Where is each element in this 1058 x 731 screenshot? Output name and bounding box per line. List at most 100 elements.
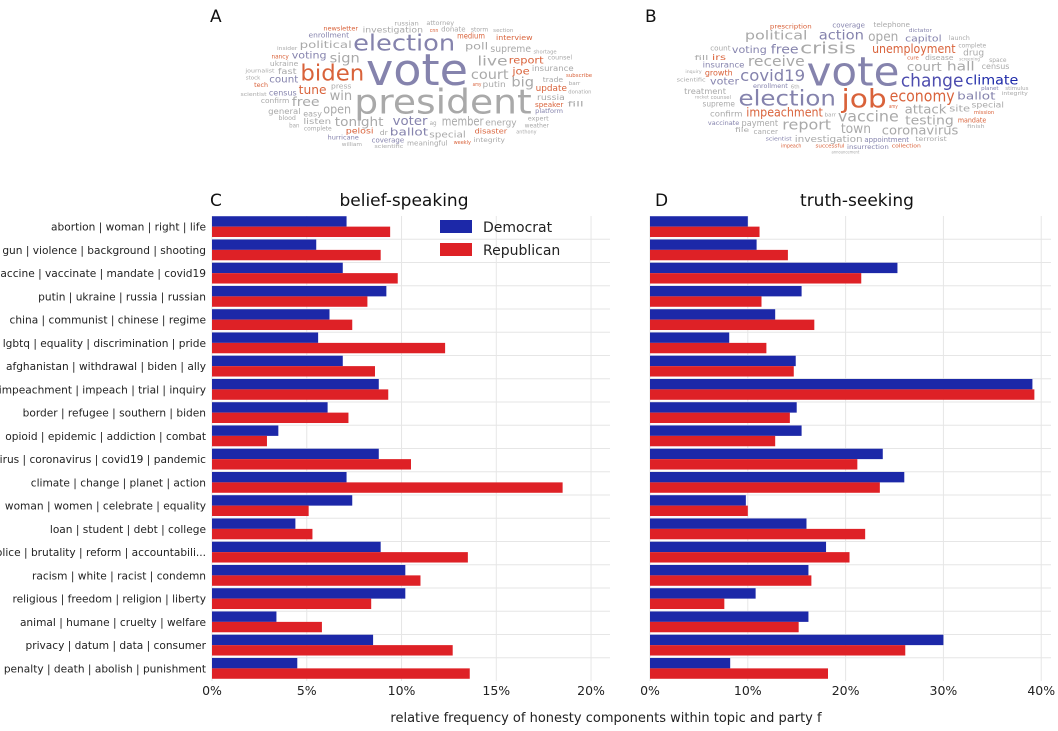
- wordcloud-word: scientist: [240, 92, 266, 98]
- wordcloud-word: coverage: [372, 136, 405, 144]
- wordcloud-word: special: [429, 131, 466, 141]
- x-tick-label: 10%: [388, 683, 416, 698]
- wordcloud-word: coronavirus: [882, 124, 959, 138]
- bar-democrat: [650, 657, 731, 669]
- bar-democrat: [212, 611, 277, 622]
- wordcloud-word: integrity: [474, 137, 506, 144]
- wordcloud-word: cnn: [430, 28, 439, 34]
- x-tick-label: 20%: [577, 683, 605, 698]
- wordcloud-word: russia: [537, 93, 565, 102]
- wordcloud-word: investigation: [795, 135, 863, 145]
- wordcloud-word: putin: [483, 80, 506, 89]
- wordcloud-word: vaccinate: [708, 120, 740, 127]
- bar-republican: [212, 366, 375, 377]
- bar-republican: [212, 296, 368, 307]
- bar-republican: [650, 273, 862, 284]
- wordcloud-word: announcement: [832, 150, 860, 155]
- bar-republican: [650, 459, 858, 470]
- bar-democrat: [650, 402, 797, 413]
- category-label: vaccine | vaccinate | mandate | covid19: [0, 268, 206, 280]
- bar-democrat: [650, 564, 809, 576]
- bar-republican: [212, 319, 353, 331]
- bar-democrat: [212, 588, 406, 599]
- wordcloud-word: screening: [959, 56, 980, 61]
- wordcloud-word: sign: [330, 51, 360, 66]
- wordcloud-word: impeach: [781, 144, 801, 150]
- wordcloud-word: voting: [732, 45, 767, 56]
- wordcloud-word: meaningful: [407, 140, 448, 148]
- wordcloud-word: joe: [511, 66, 530, 77]
- bar-republican: [212, 598, 372, 610]
- wordcloud-word: win: [330, 89, 353, 104]
- wordcloud-word: stimulus: [1005, 86, 1029, 92]
- wordcloud-word: treatment: [684, 87, 726, 96]
- wordcloud-word: anthony: [516, 129, 536, 135]
- wordcloud-word: tonight: [335, 115, 384, 129]
- category-label: privacy | datum | data | consumer: [25, 640, 206, 652]
- wordcloud-word: payment: [742, 119, 779, 129]
- wordcloud-word: ballot: [957, 89, 996, 102]
- category-label: loan | student | debt | college: [50, 524, 206, 536]
- wordcloud-word: fast: [278, 67, 297, 76]
- wordcloud-word: hurricane: [328, 134, 360, 141]
- wordcloud-word: voter: [710, 77, 740, 88]
- wordcloud-word: special: [971, 100, 1004, 109]
- category-label: virus | coronavirus | covid19 | pandemic: [0, 454, 206, 466]
- wordcloud-word: biden: [300, 62, 364, 87]
- wordcloud-word: inquiry: [685, 69, 702, 74]
- wordcloud-word: insurance: [703, 61, 745, 70]
- wordcloud-word: disease: [925, 54, 953, 62]
- bar-democrat: [212, 657, 298, 669]
- bar-democrat: [650, 262, 898, 274]
- wordcloud-word: complete: [304, 125, 332, 132]
- bar-democrat: [650, 518, 807, 529]
- bar-democrat: [212, 402, 328, 413]
- x-tick-label: 20%: [832, 683, 860, 698]
- wordcloud-word: prescription: [770, 24, 812, 31]
- wordcloud-word: vote: [807, 49, 900, 95]
- x-axis-label: relative frequency of honesty components…: [390, 711, 822, 726]
- legend-swatch-republican: [440, 243, 472, 256]
- wordcloud-word: finish: [967, 124, 984, 130]
- wordcloud-word: terrorist: [915, 136, 947, 143]
- bar-republican: [212, 249, 381, 261]
- wordcloud-word: ukraine: [270, 60, 298, 68]
- bar-republican: [212, 645, 453, 656]
- wordcloud-word: voting: [292, 50, 327, 61]
- bar-democrat: [212, 309, 330, 320]
- wordcloud-word: capitol: [905, 34, 942, 44]
- bar-democrat: [212, 425, 279, 436]
- bar-republican: [650, 412, 790, 424]
- wordcloud-word: election: [353, 32, 455, 57]
- wordcloud-word: insurance: [532, 64, 574, 73]
- bar-republican: [650, 621, 799, 633]
- wordcloud-word: testing: [905, 113, 954, 127]
- bar-republican: [650, 528, 866, 540]
- wordcloud-word: mandate: [958, 116, 986, 124]
- legend-label-democrat: Democrat: [483, 220, 553, 236]
- bar-republican: [650, 505, 748, 517]
- wordcloud-word: platform: [535, 108, 563, 115]
- panel-label-a: A: [210, 7, 222, 27]
- wordcloud-word: president: [354, 83, 531, 123]
- wordcloud-word: job: [840, 84, 886, 114]
- bar-republican: [650, 319, 815, 331]
- wordcloud-word: open: [323, 102, 351, 116]
- wordcloud-word: enrollment: [308, 31, 349, 39]
- wordcloud-word: medium: [457, 32, 485, 41]
- wordcloud-word: section: [493, 28, 513, 34]
- bar-republican: [212, 505, 309, 517]
- wordcloud-word: appointment: [864, 136, 909, 144]
- chart-title-d: truth-seeking: [800, 191, 914, 211]
- wordcloud-word: donation: [568, 90, 591, 96]
- bar-democrat: [650, 425, 802, 436]
- bar-democrat: [650, 332, 730, 343]
- panel-label-b: B: [645, 7, 657, 27]
- wordcloud-word: stock: [246, 75, 261, 81]
- wordcloud-word: mission: [974, 110, 994, 116]
- wordcloud-word: disaster: [475, 128, 508, 136]
- category-label: religious | freedom | religion | liberty: [12, 594, 206, 606]
- wordcloud-word: political: [745, 29, 808, 43]
- bar-democrat: [650, 309, 776, 320]
